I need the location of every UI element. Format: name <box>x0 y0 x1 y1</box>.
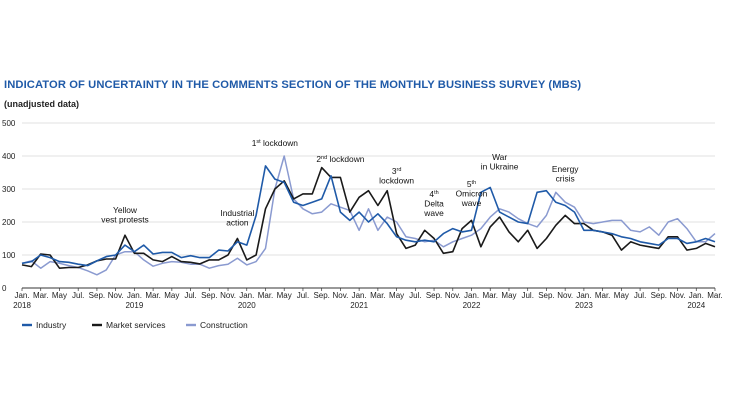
annotation-label: 3rd <box>392 166 402 176</box>
x-tick-label: Mar. <box>370 291 386 300</box>
annotation-label: Industrial <box>220 208 254 218</box>
x-tick-label: Jan. <box>352 291 367 300</box>
chart-title: INDICATOR OF UNCERTAINTY IN THE COMMENTS… <box>4 79 582 91</box>
year-label: 2020 <box>238 301 256 310</box>
x-tick-label: Sep. <box>201 291 217 300</box>
x-tick-label: May <box>614 291 629 300</box>
annotation-label: 2nd lockdown <box>316 154 364 164</box>
legend-label: Industry <box>36 320 67 330</box>
annotation-label: Omicron <box>456 189 488 199</box>
annotation-label: lockdown <box>379 176 414 186</box>
annotation-label: 1st lockdown <box>252 138 299 148</box>
series-line-industry <box>21 165 716 267</box>
annotation-label: Delta <box>424 199 444 209</box>
x-tick-label: Jan. <box>239 291 254 300</box>
x-tick-label: May <box>52 291 67 300</box>
x-tick-label: Mar. <box>482 291 498 300</box>
x-tick-label: Sep. <box>313 291 329 300</box>
x-tick-label: Sep. <box>89 291 105 300</box>
y-tick-label: 500 <box>2 119 16 128</box>
annotation-label: action <box>226 218 249 228</box>
annotation-label: vest protests <box>101 215 148 225</box>
x-tick-label: Jan. <box>14 291 29 300</box>
x-tick-label: Nov. <box>670 291 686 300</box>
year-label: 2022 <box>463 301 481 310</box>
x-tick-label: Sep. <box>538 291 554 300</box>
x-tick-label: Jul. <box>72 291 84 300</box>
y-tick-label: 0 <box>2 284 7 293</box>
year-label: 2018 <box>13 301 31 310</box>
y-tick-label: 300 <box>2 185 16 194</box>
x-tick-label: Jan. <box>127 291 142 300</box>
annotation-label: Yellow <box>113 205 138 215</box>
annotation-label: crisis <box>556 174 575 184</box>
x-tick-label: May <box>164 291 179 300</box>
x-tick-label: Nov. <box>332 291 348 300</box>
x-tick-label: Jan. <box>464 291 479 300</box>
x-tick-label: Nov. <box>220 291 236 300</box>
x-tick-label: May <box>389 291 404 300</box>
x-tick-label: Jul. <box>184 291 196 300</box>
x-tick-label: Mar. <box>33 291 49 300</box>
annotation-label: 5th <box>467 179 476 189</box>
year-label: 2021 <box>350 301 368 310</box>
year-label: 2023 <box>575 301 593 310</box>
x-tick-label: Nov. <box>445 291 461 300</box>
x-tick-label: Jan. <box>576 291 591 300</box>
annotation-label: War <box>492 152 507 162</box>
x-tick-label: Mar. <box>707 291 723 300</box>
x-tick-label: Nov. <box>108 291 124 300</box>
x-tick-label: Jan. <box>689 291 704 300</box>
legend-label: Market services <box>106 320 166 330</box>
y-tick-label: 100 <box>2 251 16 260</box>
annotation-label: 4th <box>429 189 438 199</box>
x-tick-label: Jul. <box>409 291 421 300</box>
x-tick-label: Mar. <box>145 291 161 300</box>
annotation-label: Energy <box>552 164 579 174</box>
x-tick-label: Mar. <box>258 291 274 300</box>
year-label: 2019 <box>125 301 143 310</box>
x-tick-label: Nov. <box>557 291 573 300</box>
legend-label: Construction <box>200 320 248 330</box>
x-tick-label: Jul. <box>634 291 646 300</box>
chart-subtitle: (unadjusted data) <box>4 99 80 109</box>
x-tick-label: May <box>501 291 516 300</box>
x-tick-label: Sep. <box>651 291 667 300</box>
x-tick-label: Jul. <box>521 291 533 300</box>
x-tick-label: Jul. <box>297 291 309 300</box>
year-label: 2024 <box>687 301 705 310</box>
x-tick-label: Sep. <box>426 291 442 300</box>
annotation-label: wave <box>461 198 482 208</box>
x-tick-label: Mar. <box>595 291 611 300</box>
series-line-construction <box>21 155 716 276</box>
y-tick-label: 400 <box>2 152 16 161</box>
annotation-label: wave <box>423 208 444 218</box>
annotation-label: in Ukraine <box>481 162 519 172</box>
y-tick-label: 200 <box>2 218 16 227</box>
x-tick-label: May <box>277 291 292 300</box>
